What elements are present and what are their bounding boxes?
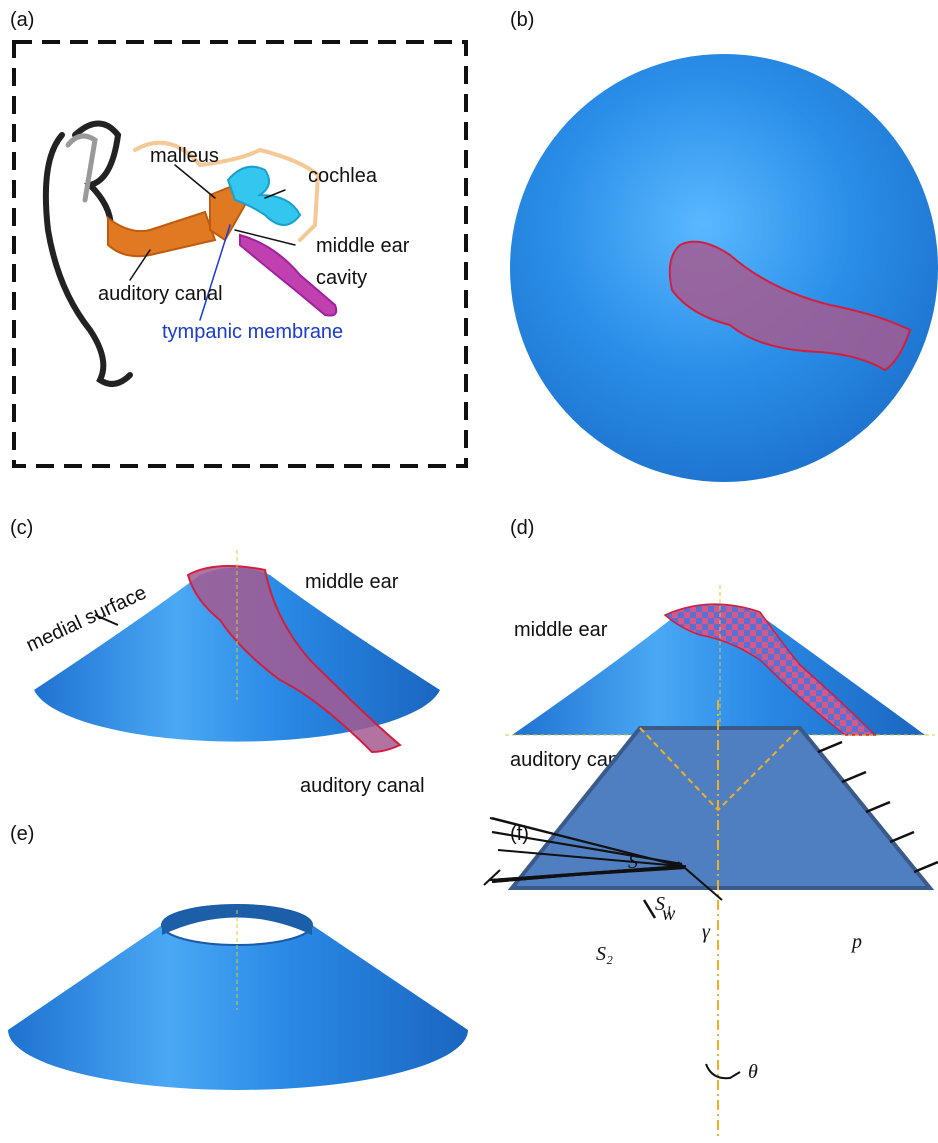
symbol: w bbox=[662, 903, 676, 925]
figure: (a) malleus cochlea middle ear cavity au… bbox=[0, 0, 938, 1143]
rotation-arrow bbox=[706, 1064, 740, 1078]
panel-label: (c) bbox=[10, 517, 33, 539]
annotation: malleus bbox=[150, 145, 219, 167]
symbol: S bbox=[628, 851, 638, 873]
annotation: auditory canal bbox=[98, 283, 223, 305]
annotation: cochlea bbox=[308, 165, 378, 187]
annotation: tympanic membrane bbox=[162, 321, 343, 343]
symbol: γ bbox=[702, 921, 711, 943]
panel-label: (e) bbox=[10, 823, 34, 845]
annotation: middle ear bbox=[316, 235, 410, 257]
annotation: middle ear bbox=[305, 571, 399, 593]
panel-label: (d) bbox=[510, 517, 534, 539]
annotation: cavity bbox=[316, 267, 367, 289]
panel-label: (a) bbox=[10, 9, 34, 31]
annotation: auditory canal bbox=[300, 775, 425, 797]
symbol: S₂ bbox=[596, 943, 613, 965]
symbol: θ bbox=[748, 1061, 758, 1083]
panel-label: (b) bbox=[510, 9, 534, 31]
truncated-cone bbox=[8, 925, 468, 1090]
annotation: middle ear bbox=[514, 619, 608, 641]
symbol: p bbox=[850, 931, 862, 953]
